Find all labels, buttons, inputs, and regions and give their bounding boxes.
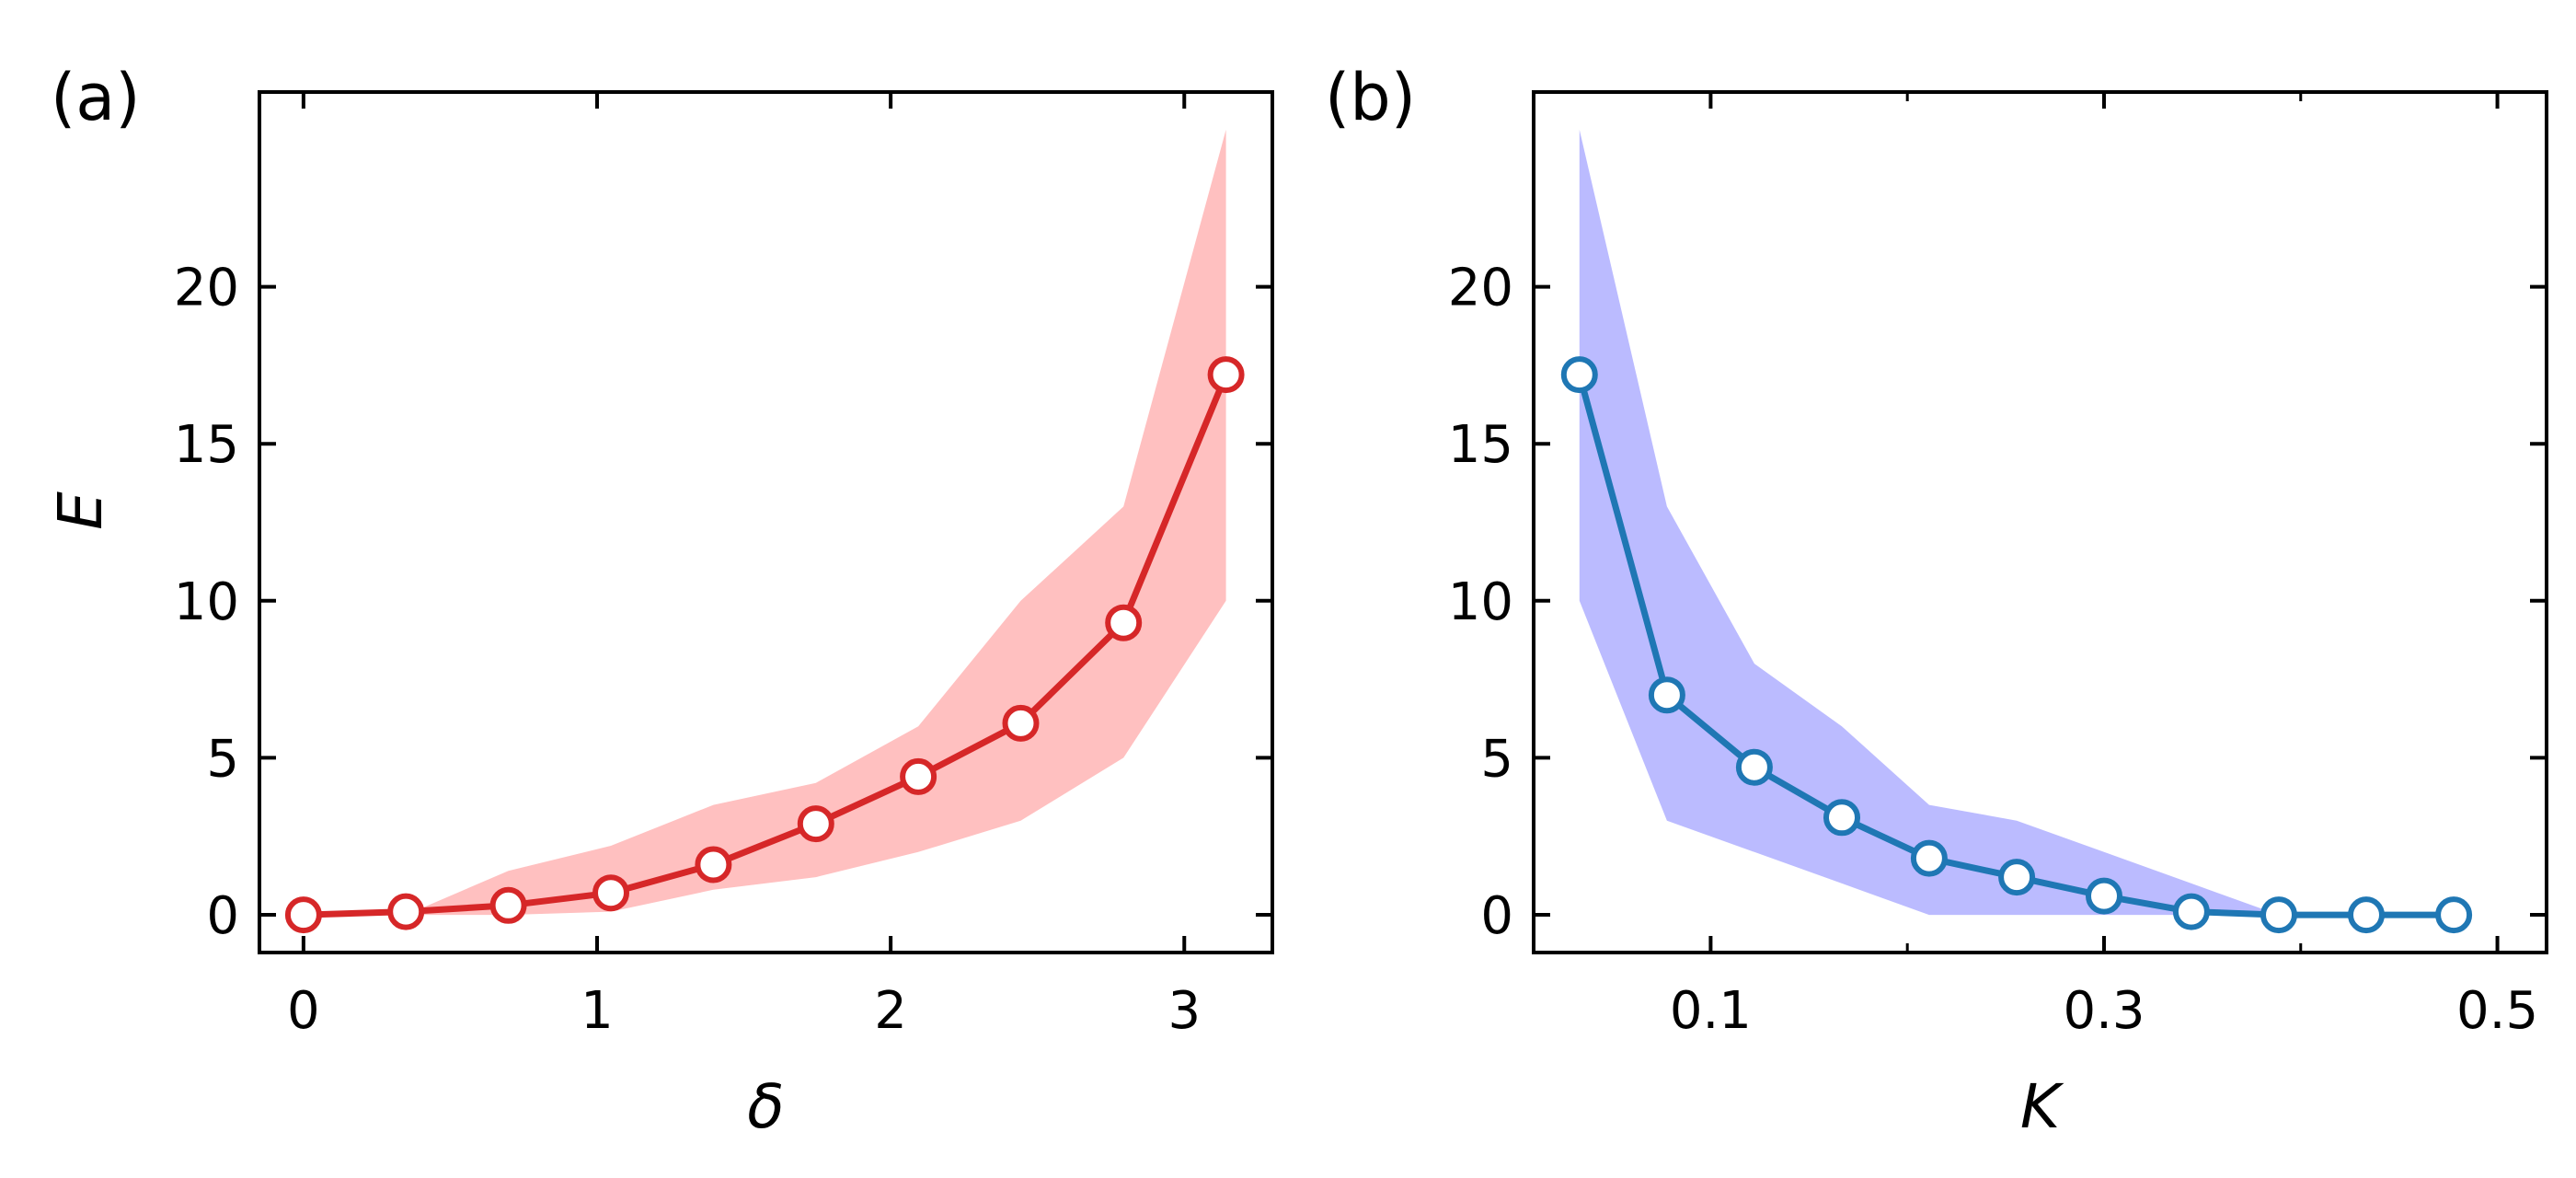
data-point-b — [2348, 896, 2385, 934]
y-tick-label-b: 0 — [1480, 886, 1513, 946]
data-point-b — [1998, 859, 2036, 896]
data-point-a — [284, 896, 322, 934]
panel-a: 0 1 2 3 0 5 10 15 20 δ E (a) — [45, 60, 1274, 1142]
y-tick-label-a: 0 — [206, 886, 239, 946]
y-tick-label-b: 15 — [1448, 415, 1513, 475]
data-point-a — [489, 886, 527, 924]
data-point-b — [1910, 839, 1948, 877]
data-point-a — [900, 757, 937, 795]
x-tick-label-a: 2 — [874, 981, 907, 1041]
confidence-band-a — [303, 129, 1226, 916]
data-point-a — [1105, 604, 1143, 641]
y-axis-label-a: E — [45, 491, 116, 530]
axes-frame-a — [258, 90, 1274, 954]
y-tick-label-b: 10 — [1448, 572, 1513, 632]
y-tick-label-a: 20 — [174, 259, 239, 318]
x-axis-label-b: K — [2020, 1071, 2064, 1142]
data-point-b — [1823, 799, 1860, 837]
data-point-b — [2260, 896, 2297, 934]
x-tick-label-a: 0 — [287, 981, 320, 1041]
data-point-a — [592, 874, 629, 912]
series-line-a — [303, 373, 1229, 918]
panel-b: 0.1 0.3 0.5 0 5 10 15 20 K (b) — [1325, 60, 2548, 1142]
x-tick-label-a: 1 — [581, 981, 614, 1041]
panel-label-a: (a) — [51, 60, 141, 135]
data-point-b — [2086, 877, 2122, 915]
panel-label-b: (b) — [1325, 60, 1416, 135]
x-tick-label-b: 0.3 — [2063, 981, 2145, 1041]
data-point-a — [695, 846, 732, 884]
y-tick-label-a: 5 — [206, 729, 239, 789]
data-point-b — [2172, 893, 2210, 930]
y-tick-label-a: 15 — [174, 415, 239, 475]
data-point-a — [387, 893, 425, 930]
data-point-b — [1560, 356, 1598, 394]
y-tick-label-a: 10 — [174, 572, 239, 632]
data-point-a — [1002, 704, 1040, 742]
y-tick-label-b: 20 — [1448, 259, 1513, 318]
data-point-a — [797, 805, 834, 843]
x-tick-label-b: 0.1 — [1670, 981, 1752, 1041]
x-axis-label-a: δ — [747, 1071, 784, 1142]
data-point-b — [2435, 896, 2473, 934]
confidence-band-b — [1579, 129, 2455, 916]
y-tick-label-b: 5 — [1480, 729, 1513, 789]
axes-frame-b — [1532, 90, 2548, 954]
x-tick-label-b: 0.5 — [2456, 981, 2538, 1041]
data-point-b — [1735, 748, 1773, 786]
x-tick-label-a: 3 — [1167, 981, 1201, 1041]
data-point-a — [1207, 356, 1245, 394]
data-point-b — [1648, 676, 1685, 714]
